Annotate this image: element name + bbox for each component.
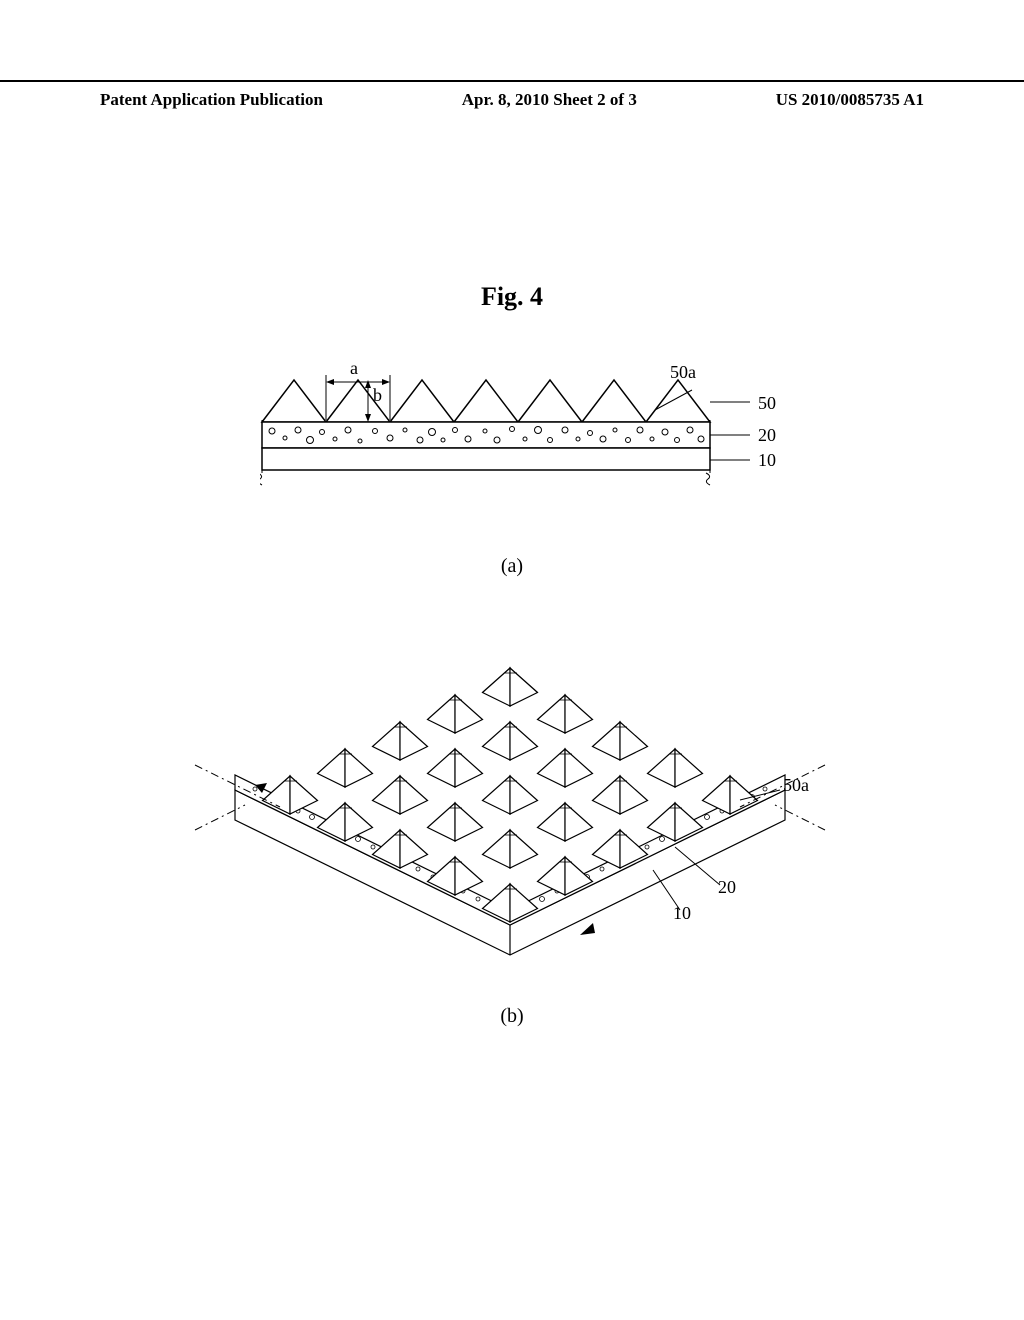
pyramid-array (235, 655, 785, 955)
layer-10 (262, 448, 710, 470)
annotation-20-b: 20 (718, 877, 736, 898)
sublabel-b: (b) (0, 1005, 1024, 1028)
layer-20 (262, 422, 710, 448)
annotation-20-a: 20 (758, 425, 776, 446)
annotation-b: b (373, 385, 382, 406)
prism-layer-50 (262, 380, 710, 422)
diagram-b-svg (175, 615, 845, 985)
header-left: Patent Application Publication (100, 90, 323, 110)
header-center: Apr. 8, 2010 Sheet 2 of 3 (462, 90, 637, 110)
diagram-a-container: a b 50a 50 20 10 (260, 360, 780, 520)
annotation-10-b: 10 (673, 903, 691, 924)
annotation-50a-b: 50a (783, 775, 809, 796)
annotation-a: a (350, 358, 358, 379)
diagram-a-svg (260, 360, 820, 540)
annotation-50: 50 (758, 393, 776, 414)
header-right: US 2010/0085735 A1 (776, 90, 924, 110)
figure-title: Fig. 4 (0, 282, 1024, 312)
document-header: Patent Application Publication Apr. 8, 2… (0, 80, 1024, 110)
annotation-50a-top: 50a (670, 362, 696, 383)
sublabel-a: (a) (0, 555, 1024, 578)
diagram-b-container: 50a 20 10 (175, 615, 845, 975)
annotation-10-a: 10 (758, 450, 776, 471)
